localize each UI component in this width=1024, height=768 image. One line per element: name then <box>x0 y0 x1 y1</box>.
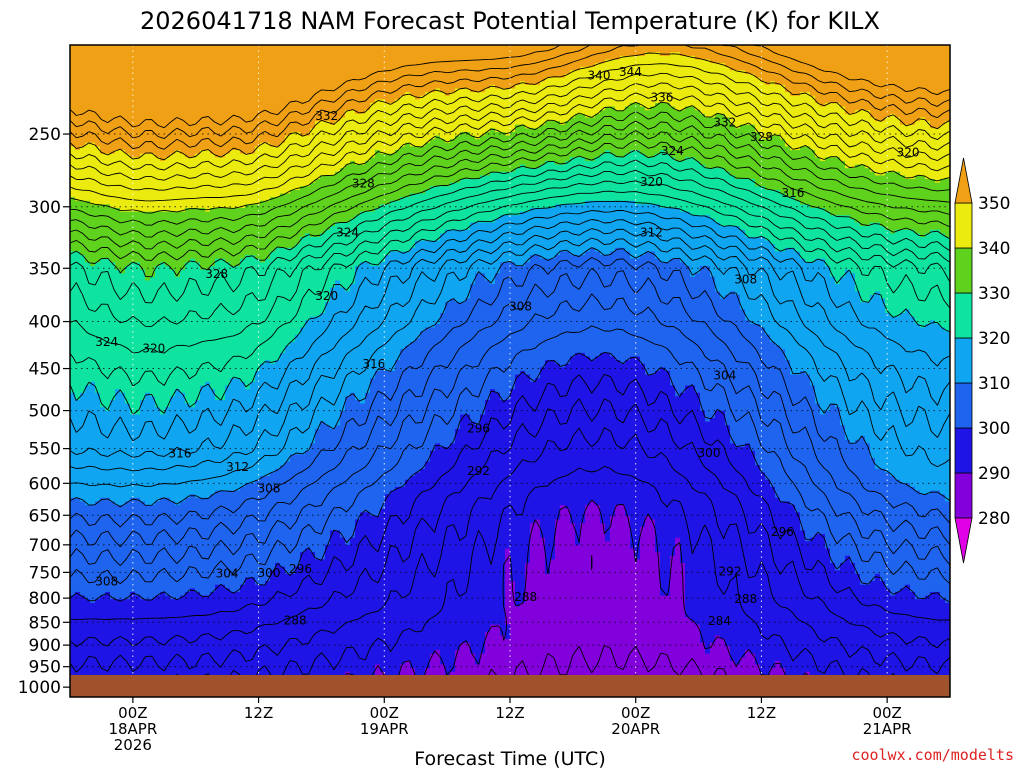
y-tick-label: 450 <box>29 360 61 380</box>
contour-label: 288 <box>514 590 537 604</box>
contour-label: 344 <box>619 65 642 79</box>
colorbar-min-arrow <box>954 517 973 564</box>
x-axis-label: Forecast Time (UTC) <box>414 748 605 768</box>
x-tick-label: 18APR <box>108 720 157 738</box>
contour-label: 336 <box>650 90 673 104</box>
contour-label: 288 <box>734 592 757 606</box>
y-tick-label: 950 <box>29 658 61 678</box>
contour-label: 324 <box>95 335 118 349</box>
contour-label: 296 <box>771 525 794 539</box>
x-tick-label: 19APR <box>360 720 409 738</box>
contour-label: 308 <box>95 574 118 588</box>
y-tick-label: 550 <box>29 440 61 460</box>
contour-label: 296 <box>467 422 490 436</box>
y-tick-label: 700 <box>29 536 61 556</box>
y-tick-label: 1000 <box>18 678 61 698</box>
colorbar-tick-label: 350 <box>978 194 1010 214</box>
colorbar-swatch <box>954 337 973 384</box>
x-tick-label: 2026 <box>114 736 152 754</box>
contour-label: 308 <box>258 482 281 496</box>
y-tick-label: 850 <box>29 613 61 633</box>
contour-label: 292 <box>719 564 742 578</box>
x-tick-label: 00Z <box>370 704 399 722</box>
colorbar-swatch <box>954 202 973 249</box>
contour-label: 316 <box>362 357 385 371</box>
colorbar-tick-label: 280 <box>978 509 1010 529</box>
colorbar-swatch <box>954 427 973 474</box>
y-tick-label: 400 <box>29 313 61 333</box>
grid-lines <box>70 45 950 697</box>
contour-label: 320 <box>897 146 920 160</box>
chart-title: 2026041718 NAM Forecast Potential Temper… <box>140 7 880 35</box>
y-tick-label: 600 <box>29 474 61 494</box>
x-tick-label: 20APR <box>611 720 660 738</box>
contour-label: 312 <box>226 460 249 474</box>
colorbar-swatch <box>954 472 973 519</box>
x-tick-label: 12Z <box>747 704 776 722</box>
contour-label: 296 <box>289 562 312 576</box>
y-tick-label: 750 <box>29 563 61 583</box>
contour-label: 300 <box>258 566 281 580</box>
colorbar-tick-label: 320 <box>978 329 1010 349</box>
contour-label: 324 <box>661 144 684 158</box>
y-tick-label: 650 <box>29 506 61 526</box>
y-tick-label: 350 <box>29 259 61 279</box>
contour-label: 308 <box>509 299 532 313</box>
plot-area <box>70 45 950 697</box>
contour-label: 316 <box>169 447 192 461</box>
x-tick-label: 12Z <box>495 704 524 722</box>
contour-label: 320 <box>315 289 338 303</box>
colorbar-tick-label: 310 <box>978 374 1010 394</box>
x-tick-label: 00Z <box>621 704 650 722</box>
contour-label: 332 <box>315 109 338 123</box>
y-tick-label: 900 <box>29 636 61 656</box>
contour-label: 320 <box>640 175 663 189</box>
contour-label: 304 <box>713 369 736 383</box>
contour-label: 304 <box>216 566 239 580</box>
contour-label: 288 <box>284 613 307 627</box>
contour-label: 332 <box>713 116 736 130</box>
y-tick-label: 500 <box>29 402 61 422</box>
contour-label: 320 <box>142 342 165 356</box>
colorbar-swatch <box>954 247 973 294</box>
colorbar-swatch <box>954 292 973 339</box>
contour-label: 292 <box>467 464 490 478</box>
contour-label: 324 <box>336 226 359 240</box>
contour-label: 340 <box>588 69 611 83</box>
contour-label: 312 <box>640 226 663 240</box>
contour-label: 316 <box>781 186 804 200</box>
y-axis: 250 300 350 400 450 500 550 600 650 700 750 800 850 9… <box>18 125 70 698</box>
colorbar-tick-label: 330 <box>978 284 1010 304</box>
colorbar-tick-label: 300 <box>978 419 1010 439</box>
x-tick-label: 00Z <box>872 704 901 722</box>
y-tick-label: 800 <box>29 589 61 609</box>
contour-label: 328 <box>750 130 773 144</box>
color-fill-bands <box>70 45 950 697</box>
colorbar-swatch <box>954 382 973 429</box>
colorbar-tick-label: 290 <box>978 464 1010 484</box>
y-tick-label: 250 <box>29 125 61 145</box>
y-tick-label: 300 <box>29 198 61 218</box>
x-tick-label: 12Z <box>244 704 273 722</box>
x-tick-label: 21APR <box>863 720 912 738</box>
x-tick-label: 00Z <box>118 704 147 722</box>
ground-terrain <box>70 675 950 697</box>
contour-label: 308 <box>734 273 757 287</box>
contour-label: 300 <box>698 446 721 460</box>
contour-label: 328 <box>205 267 228 281</box>
colorbar-tick-label: 340 <box>978 239 1010 259</box>
contour-labels: 344 340 336 332 332 328 324 320 320 316 328 324 312 3… <box>95 65 919 628</box>
credit-link[interactable]: coolwx.com/modelts <box>851 746 1014 764</box>
contour-label: 284 <box>708 614 731 628</box>
contour-label: 328 <box>352 177 375 191</box>
colorbar: 280 290 300 310 320 330 340 350 <box>954 157 1010 564</box>
colorbar-max-arrow <box>954 157 973 204</box>
